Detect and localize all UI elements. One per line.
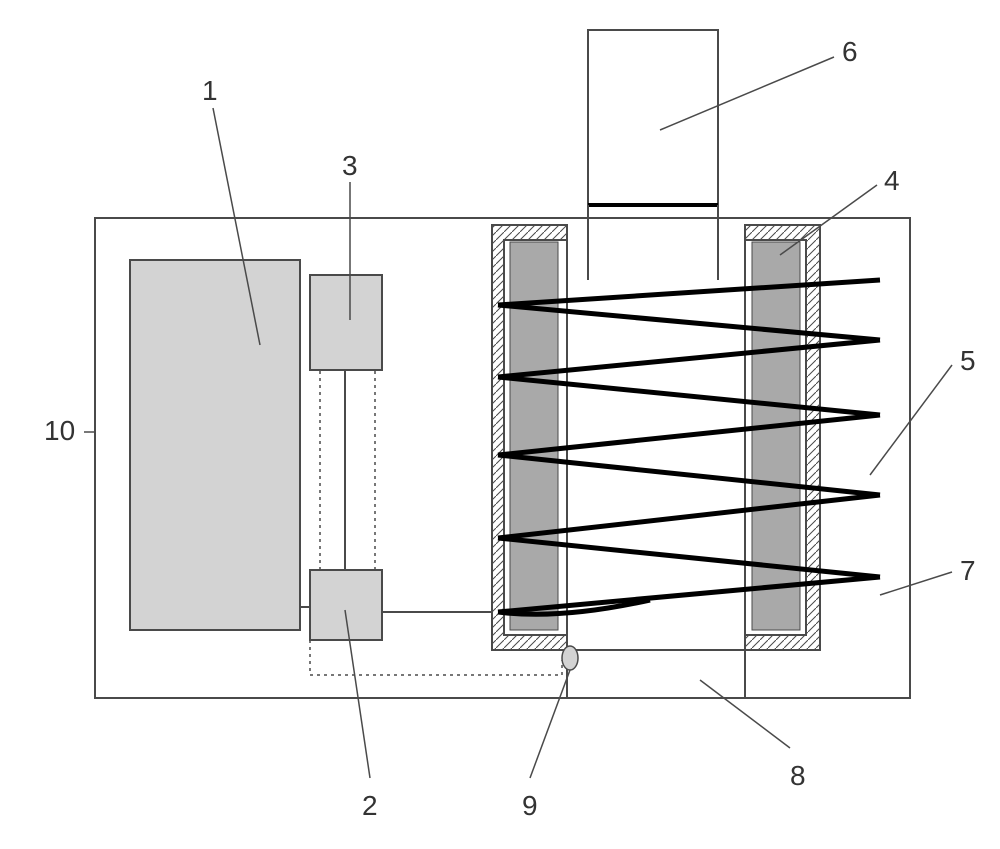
label-2: 2 [362,790,378,822]
label-3: 3 [342,150,358,182]
piston-top [588,30,718,205]
label-6: 6 [842,36,858,68]
leader-9 [530,670,570,778]
label-8: 8 [790,760,806,792]
label-7: 7 [960,555,976,587]
label-10: 10 [44,415,75,447]
label-4: 4 [884,165,900,197]
label-9: 9 [522,790,538,822]
label-5: 5 [960,345,976,377]
leader-4 [780,185,877,255]
block-3 [310,275,382,370]
block-2 [310,570,382,640]
block-4-right [752,242,800,630]
label-1: 1 [202,75,218,107]
leader-7 [880,572,952,595]
block-1 [130,260,300,630]
valve-9 [562,646,578,670]
